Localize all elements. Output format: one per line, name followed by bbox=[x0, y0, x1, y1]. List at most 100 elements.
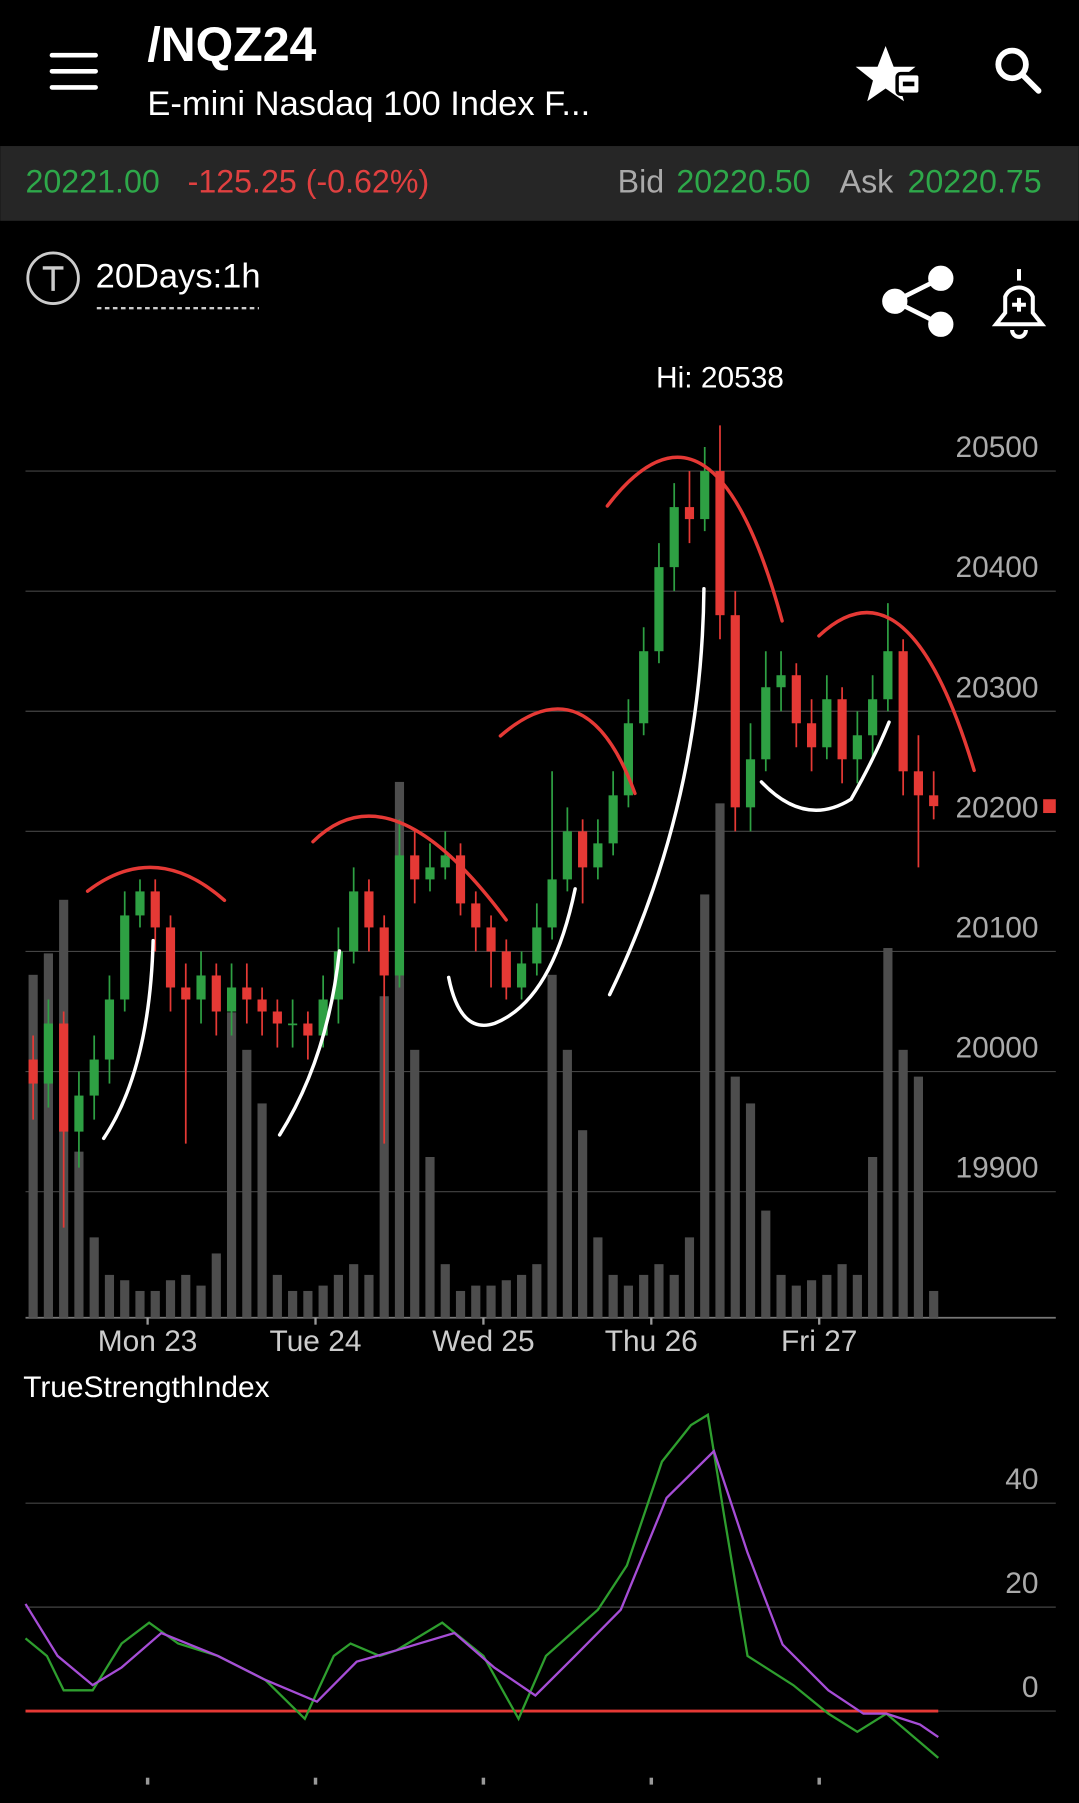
volume-bar bbox=[349, 1264, 359, 1318]
candle-body bbox=[639, 651, 649, 724]
volume-bar bbox=[120, 1280, 130, 1318]
candle-body bbox=[806, 723, 817, 748]
volume-bar bbox=[257, 1103, 267, 1318]
volume-bar bbox=[410, 1049, 420, 1318]
bid-label: Bid bbox=[618, 163, 665, 199]
y-tick-label: 20000 bbox=[955, 1032, 1038, 1065]
y-tick-label: 0 bbox=[1022, 1671, 1039, 1704]
candle-body bbox=[501, 951, 511, 988]
indicator-line bbox=[24, 1449, 939, 1739]
candle-body bbox=[196, 975, 206, 1000]
candle-body bbox=[242, 987, 252, 1000]
volume-bar bbox=[196, 1285, 206, 1318]
candle-body bbox=[165, 927, 176, 988]
candle-body bbox=[303, 1023, 313, 1036]
candle-body bbox=[715, 471, 725, 616]
y-tick-label: 20400 bbox=[955, 551, 1038, 584]
candle-body bbox=[59, 1023, 69, 1132]
volume-bar bbox=[761, 1210, 771, 1318]
volume-bar bbox=[242, 1049, 252, 1318]
volume-bar bbox=[776, 1274, 786, 1318]
candle-body bbox=[654, 567, 664, 652]
volume-bar bbox=[333, 1274, 343, 1318]
candle-body bbox=[623, 723, 633, 796]
candle-body bbox=[791, 675, 801, 724]
candle-body bbox=[425, 867, 435, 880]
volume-bar bbox=[791, 1285, 801, 1318]
volume-bar bbox=[852, 1274, 862, 1318]
volume-bar bbox=[379, 996, 389, 1318]
search-button[interactable] bbox=[995, 47, 1042, 94]
volume-bar bbox=[89, 1237, 99, 1318]
volume-bar bbox=[913, 1076, 924, 1318]
volume-bar bbox=[654, 1264, 664, 1318]
candle-body bbox=[226, 987, 237, 1012]
watchlist-button[interactable] bbox=[855, 45, 922, 102]
candle-body bbox=[486, 927, 496, 952]
candle-body bbox=[150, 891, 160, 928]
candle-body bbox=[410, 855, 420, 880]
volume-bar bbox=[868, 1157, 878, 1318]
candle-body bbox=[455, 855, 466, 904]
share-button[interactable] bbox=[882, 265, 954, 337]
volume-bar bbox=[364, 1274, 374, 1318]
candle-body bbox=[684, 507, 695, 520]
volume-bar bbox=[165, 1280, 176, 1318]
volume-bar bbox=[806, 1280, 817, 1318]
volume-bar bbox=[181, 1274, 191, 1318]
volume-bar bbox=[883, 948, 893, 1318]
quote-bar bbox=[0, 146, 1079, 221]
volume-bar bbox=[562, 1049, 572, 1318]
candle-body bbox=[669, 507, 679, 568]
candle-body bbox=[333, 951, 343, 1000]
candle-body bbox=[929, 795, 939, 807]
candle-body bbox=[852, 735, 862, 760]
candle-body bbox=[776, 675, 786, 688]
y-tick-label: 40 bbox=[1005, 1463, 1038, 1496]
volume-bar bbox=[684, 1237, 695, 1318]
candle-body bbox=[181, 987, 191, 1000]
last-price-marker bbox=[1043, 799, 1056, 814]
y-tick-label: 20500 bbox=[955, 431, 1038, 464]
volume-bar bbox=[623, 1285, 633, 1318]
candle-body bbox=[745, 759, 756, 808]
alert-button[interactable] bbox=[991, 269, 1047, 339]
candle-body bbox=[74, 1095, 84, 1132]
x-tick-label: Mon 23 bbox=[98, 1325, 198, 1358]
ask-label: Ask bbox=[840, 163, 895, 199]
candle-body bbox=[913, 771, 924, 796]
symbol: /NQZ24 bbox=[147, 18, 316, 72]
candle-body bbox=[120, 915, 130, 1000]
menu-button[interactable] bbox=[49, 52, 98, 90]
candle-body bbox=[578, 831, 588, 868]
high-annotation: Hi: 20538 bbox=[656, 361, 784, 394]
volume-bar bbox=[745, 1103, 756, 1318]
volume-bar bbox=[425, 1157, 435, 1318]
candle-body bbox=[822, 699, 832, 748]
volume-bar bbox=[578, 1130, 588, 1318]
candle-body bbox=[730, 615, 740, 808]
candle-body bbox=[700, 471, 710, 520]
volume-bar bbox=[43, 953, 53, 1318]
volume-bar bbox=[669, 1274, 679, 1318]
indicator-line bbox=[24, 1412, 940, 1759]
volume-bar bbox=[272, 1274, 282, 1318]
indicator-title: TrueStrengthIndex bbox=[23, 1371, 269, 1404]
candle-body bbox=[868, 699, 878, 736]
annotations bbox=[85, 455, 976, 1141]
last-price: 20221.00 bbox=[26, 163, 160, 199]
candle-body bbox=[349, 891, 359, 952]
volume-bar bbox=[730, 1076, 740, 1318]
volume-bar bbox=[715, 803, 725, 1318]
volume-bar bbox=[471, 1285, 481, 1318]
x-tick-label: Thu 26 bbox=[605, 1325, 698, 1358]
y-tick-label: 19900 bbox=[955, 1152, 1038, 1185]
x-tick-label: Fri 27 bbox=[781, 1325, 857, 1358]
volume-bar bbox=[593, 1237, 603, 1318]
candle-body bbox=[89, 1059, 99, 1096]
volume-bar bbox=[516, 1274, 527, 1318]
ask-price: 20220.75 bbox=[907, 163, 1041, 199]
volume-bar bbox=[639, 1274, 649, 1318]
period-selector[interactable]: 20Days:1h bbox=[26, 251, 261, 310]
